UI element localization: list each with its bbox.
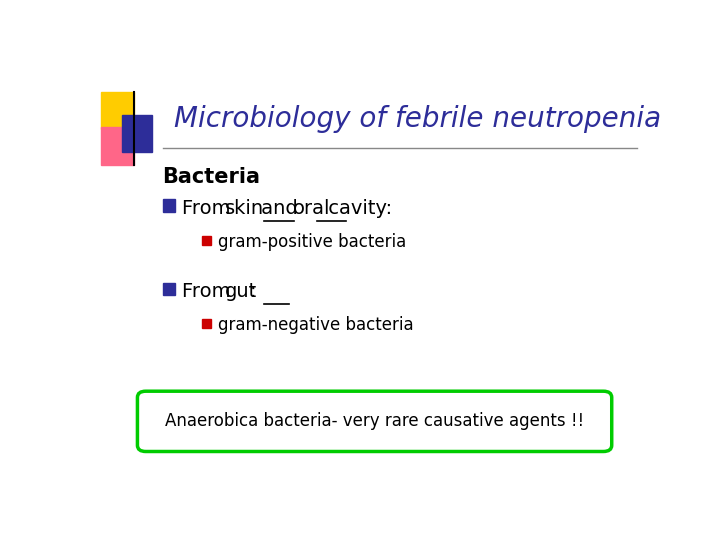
FancyBboxPatch shape: [138, 391, 612, 451]
Text: gram-negative bacteria: gram-negative bacteria: [218, 316, 414, 334]
Bar: [101, 92, 133, 129]
Text: Bacteria: Bacteria: [163, 167, 261, 187]
Text: cavity:: cavity:: [322, 199, 392, 218]
Bar: [202, 235, 210, 245]
Bar: [163, 199, 175, 212]
Bar: [101, 127, 133, 165]
Text: oral: oral: [293, 199, 330, 218]
Text: :: :: [250, 282, 256, 301]
Bar: [122, 114, 153, 152]
Text: From: From: [182, 199, 237, 218]
Bar: [202, 319, 210, 328]
Text: and: and: [255, 199, 304, 218]
Text: gram-positive bacteria: gram-positive bacteria: [218, 233, 407, 251]
Bar: [163, 282, 175, 295]
Text: gut: gut: [225, 282, 257, 301]
Text: From: From: [182, 282, 237, 301]
Text: Microbiology of febrile neutropenia: Microbiology of febrile neutropenia: [174, 105, 661, 133]
Text: skin: skin: [225, 199, 264, 218]
Text: Anaerobica bacteria- very rare causative agents !!: Anaerobica bacteria- very rare causative…: [165, 413, 584, 430]
